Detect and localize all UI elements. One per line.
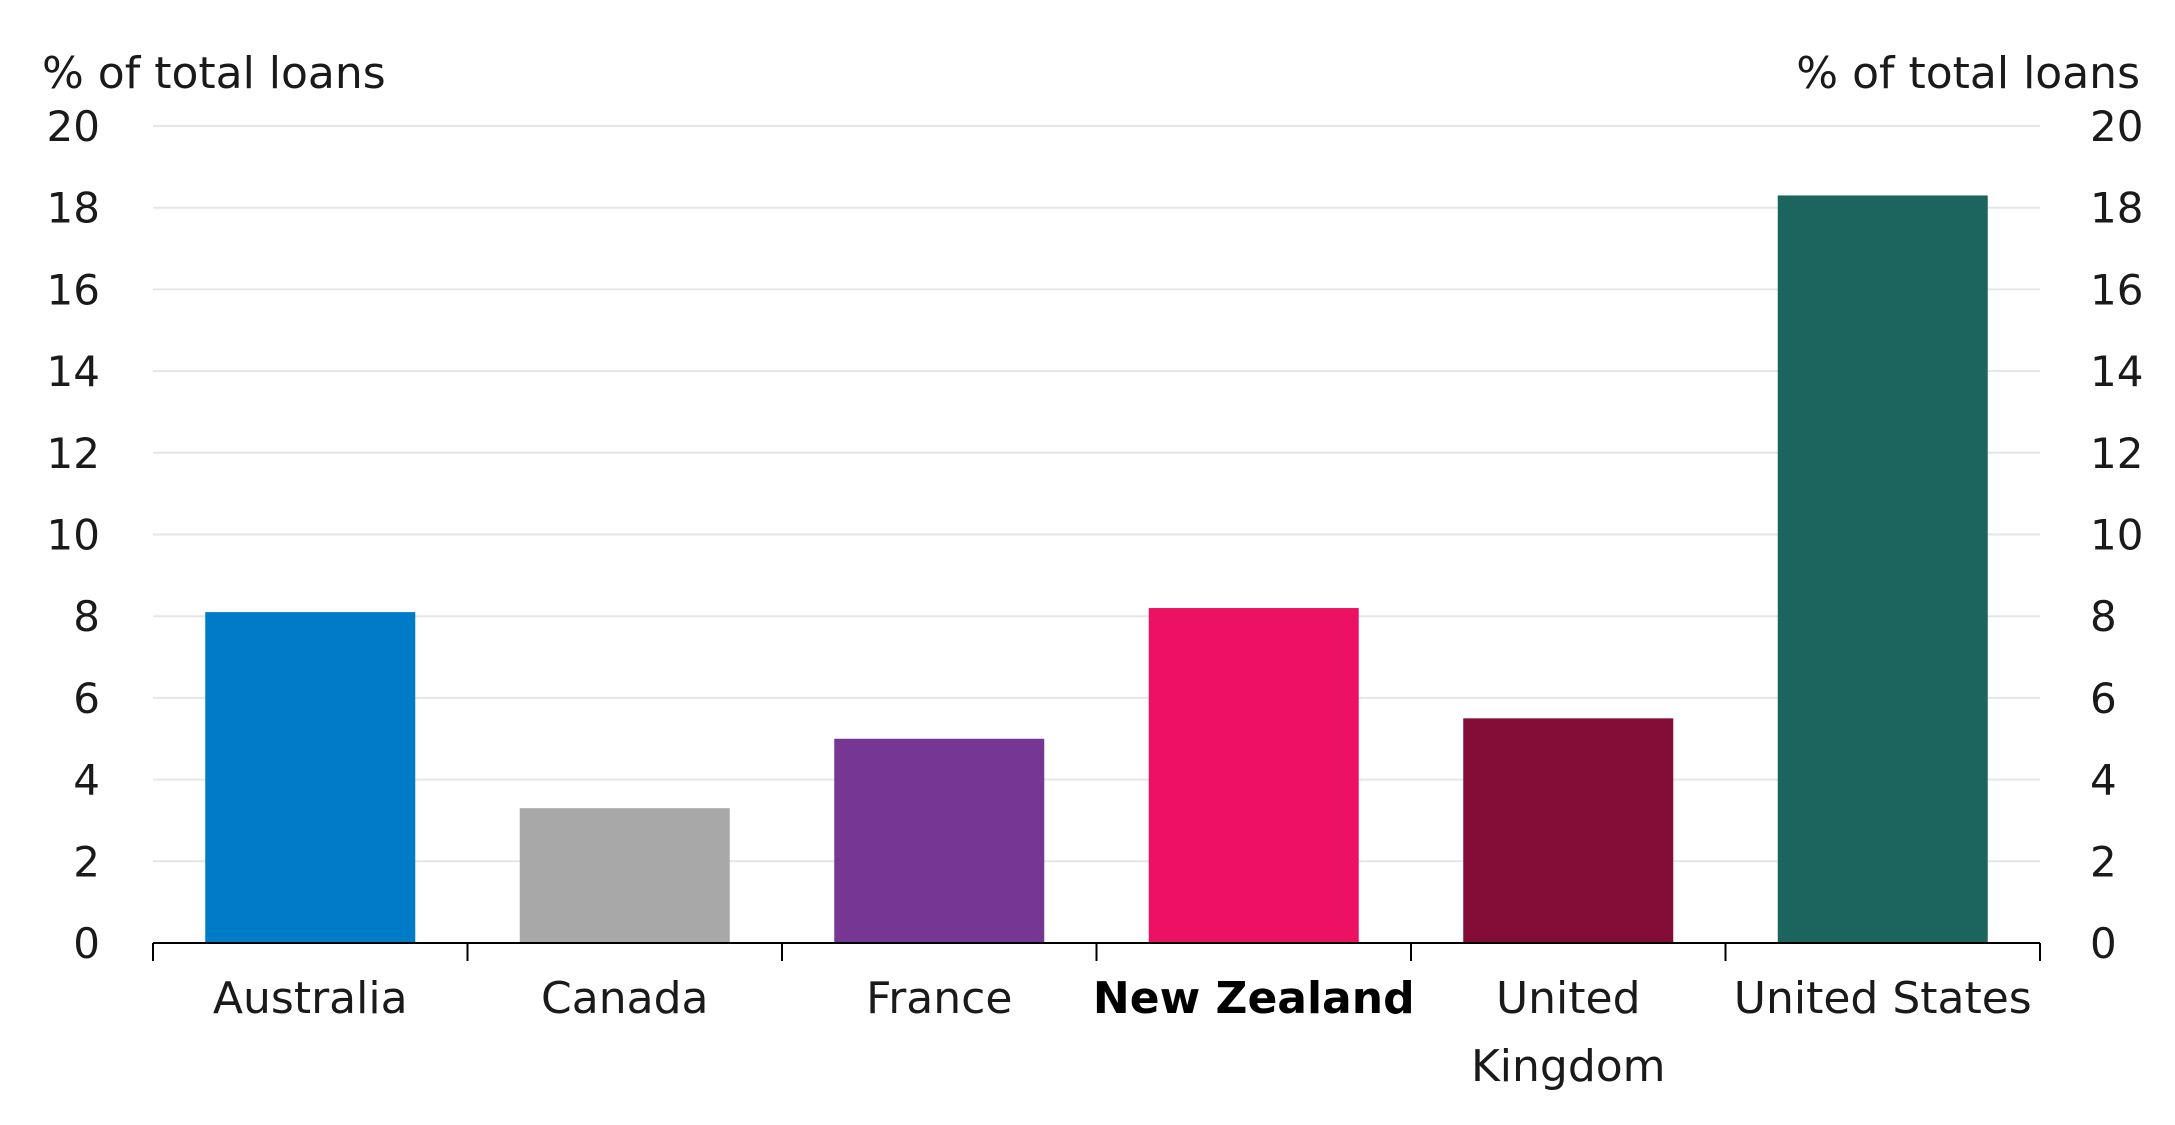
left-tick-label: 8 xyxy=(73,592,100,641)
left-tick-label: 10 xyxy=(47,511,100,560)
left-tick-label: 6 xyxy=(73,674,100,723)
right-tick-label: 18 xyxy=(2090,184,2143,233)
category-label: New Zealand xyxy=(1093,973,1415,1024)
bar xyxy=(1463,718,1674,943)
bar xyxy=(1777,195,1988,943)
left-tick-label: 4 xyxy=(73,756,100,805)
right-tick-label: 20 xyxy=(2090,102,2143,151)
left-tick-label: 0 xyxy=(73,919,100,968)
right-tick-label: 16 xyxy=(2090,265,2143,314)
right-tick-label: 10 xyxy=(2090,511,2143,560)
left-tick-label: 16 xyxy=(47,265,100,314)
right-tick-label: 2 xyxy=(2090,837,2117,886)
category-labels: Australia Canada France New Zealand United Ki… xyxy=(213,973,2032,1092)
category-label: United Kingdom xyxy=(1471,973,1666,1092)
right-tick-label: 0 xyxy=(2090,919,2117,968)
category-label-line: Kingdom xyxy=(1471,1041,1666,1092)
bar xyxy=(519,808,730,943)
right-y-axis: 0 2 4 6 8 10 12 14 16 18 20 xyxy=(2090,102,2143,968)
category-label: Canada xyxy=(541,973,708,1024)
gridlines xyxy=(153,125,2040,863)
bars xyxy=(205,195,1988,943)
category-label: United States xyxy=(1734,973,2032,1024)
right-tick-label: 4 xyxy=(2090,756,2117,805)
left-axis-title: % of total loans xyxy=(42,48,386,99)
right-tick-label: 6 xyxy=(2090,674,2117,723)
right-tick-label: 8 xyxy=(2090,592,2117,641)
left-tick-label: 12 xyxy=(47,429,100,478)
left-tick-label: 2 xyxy=(73,837,100,886)
category-label-line: United States xyxy=(1734,973,2032,1024)
left-y-axis: 0 2 4 6 8 10 12 14 16 18 20 xyxy=(47,102,100,968)
right-tick-label: 12 xyxy=(2090,429,2143,478)
left-tick-label: 20 xyxy=(47,102,100,151)
right-axis-title: % of total loans xyxy=(1796,48,2140,99)
bar xyxy=(1148,608,1359,943)
right-tick-label: 14 xyxy=(2090,347,2143,396)
left-tick-label: 18 xyxy=(47,184,100,233)
category-label-line: United xyxy=(1496,973,1641,1024)
category-label: France xyxy=(866,973,1012,1024)
category-label: Australia xyxy=(213,973,408,1024)
category-label-line: France xyxy=(866,973,1012,1024)
category-label-line: Canada xyxy=(541,973,708,1024)
x-axis xyxy=(152,942,2041,961)
category-label-line: New Zealand xyxy=(1093,973,1415,1024)
left-tick-label: 14 xyxy=(47,347,100,396)
bar xyxy=(834,738,1045,943)
bar xyxy=(205,612,416,943)
category-label-line: Australia xyxy=(213,973,408,1024)
